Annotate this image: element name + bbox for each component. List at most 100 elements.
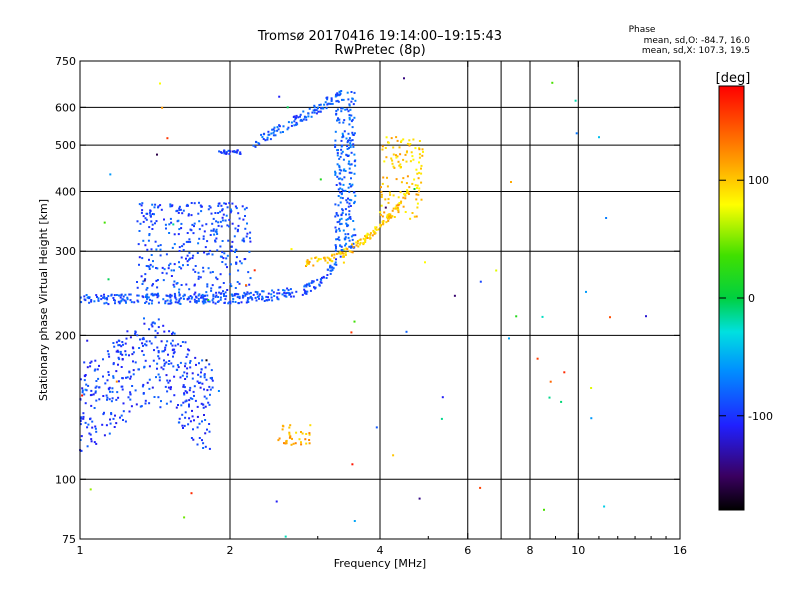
data-point bbox=[178, 246, 181, 249]
data-point bbox=[126, 330, 129, 333]
data-point bbox=[326, 274, 329, 276]
data-point bbox=[319, 178, 322, 181]
data-point bbox=[342, 190, 345, 192]
data-point bbox=[344, 251, 347, 254]
data-point bbox=[138, 256, 141, 259]
data-point bbox=[107, 373, 110, 376]
data-point bbox=[117, 380, 120, 383]
data-point bbox=[140, 204, 143, 207]
data-point bbox=[387, 198, 390, 201]
data-point bbox=[248, 283, 251, 286]
data-point bbox=[90, 360, 93, 363]
data-point bbox=[128, 410, 131, 413]
data-point bbox=[168, 223, 171, 226]
data-point bbox=[147, 296, 150, 299]
data-point bbox=[418, 148, 421, 151]
data-point bbox=[335, 238, 338, 241]
data-point bbox=[420, 172, 423, 175]
data-point bbox=[388, 217, 390, 220]
data-point bbox=[222, 282, 225, 284]
data-point bbox=[350, 91, 353, 93]
data-point bbox=[209, 206, 212, 209]
data-point bbox=[390, 137, 393, 140]
data-point bbox=[131, 346, 134, 349]
data-point bbox=[86, 339, 89, 342]
data-point bbox=[341, 98, 343, 101]
data-point bbox=[164, 223, 167, 226]
data-point bbox=[170, 269, 173, 272]
data-point bbox=[338, 164, 341, 167]
data-point bbox=[351, 243, 353, 246]
data-point bbox=[276, 296, 279, 299]
data-point bbox=[242, 295, 245, 298]
colorbar-tick-label: 0 bbox=[748, 292, 755, 305]
data-point bbox=[379, 211, 382, 214]
data-point bbox=[334, 226, 337, 229]
data-point bbox=[354, 194, 357, 197]
data-point bbox=[334, 203, 337, 206]
data-point bbox=[343, 130, 346, 133]
data-point bbox=[327, 257, 330, 260]
data-point bbox=[237, 224, 240, 227]
data-point bbox=[324, 101, 327, 104]
x-tick-label: 6 bbox=[464, 544, 471, 557]
data-point bbox=[81, 389, 84, 392]
data-point bbox=[203, 374, 206, 377]
data-point bbox=[146, 287, 149, 289]
data-point bbox=[394, 207, 397, 210]
data-point bbox=[142, 215, 145, 218]
data-point bbox=[192, 428, 194, 431]
y-tick-label: 200 bbox=[55, 329, 76, 342]
data-point bbox=[335, 229, 338, 232]
data-point bbox=[183, 393, 186, 396]
data-point bbox=[84, 402, 87, 405]
data-point bbox=[207, 252, 210, 255]
data-point bbox=[350, 163, 353, 166]
data-point bbox=[169, 400, 172, 403]
data-point bbox=[283, 442, 285, 445]
data-point bbox=[191, 377, 194, 380]
data-point bbox=[227, 239, 230, 242]
data-point bbox=[397, 160, 400, 163]
data-point bbox=[201, 382, 204, 385]
data-point bbox=[189, 228, 192, 231]
data-point bbox=[342, 158, 345, 161]
data-point bbox=[202, 406, 205, 409]
data-point bbox=[272, 134, 275, 137]
data-point bbox=[223, 151, 226, 154]
data-point bbox=[200, 371, 202, 374]
data-point bbox=[216, 278, 219, 281]
data-point bbox=[337, 188, 340, 191]
data-point bbox=[117, 344, 120, 347]
data-point bbox=[88, 297, 91, 300]
data-point bbox=[202, 447, 205, 449]
data-point bbox=[191, 409, 193, 412]
data-point bbox=[415, 215, 418, 218]
data-point bbox=[154, 329, 157, 332]
data-point bbox=[388, 213, 391, 216]
data-point bbox=[193, 419, 195, 422]
data-point bbox=[381, 148, 384, 151]
data-point bbox=[234, 251, 236, 253]
data-point bbox=[92, 393, 95, 396]
data-point bbox=[204, 405, 207, 408]
data-point bbox=[252, 144, 255, 147]
data-point bbox=[286, 287, 289, 290]
data-point bbox=[336, 221, 339, 224]
data-point bbox=[81, 387, 84, 390]
data-point bbox=[267, 130, 270, 133]
data-point bbox=[363, 241, 365, 244]
data-point bbox=[408, 186, 411, 189]
data-point bbox=[203, 395, 206, 398]
data-point bbox=[185, 356, 188, 358]
data-point bbox=[155, 248, 158, 251]
data-point bbox=[339, 245, 342, 247]
data-point bbox=[209, 234, 212, 236]
data-point bbox=[328, 259, 331, 262]
data-point bbox=[252, 293, 255, 296]
data-point bbox=[160, 208, 163, 211]
data-point bbox=[389, 216, 392, 219]
data-point bbox=[184, 416, 187, 419]
data-point bbox=[217, 224, 220, 227]
data-point bbox=[551, 81, 554, 84]
